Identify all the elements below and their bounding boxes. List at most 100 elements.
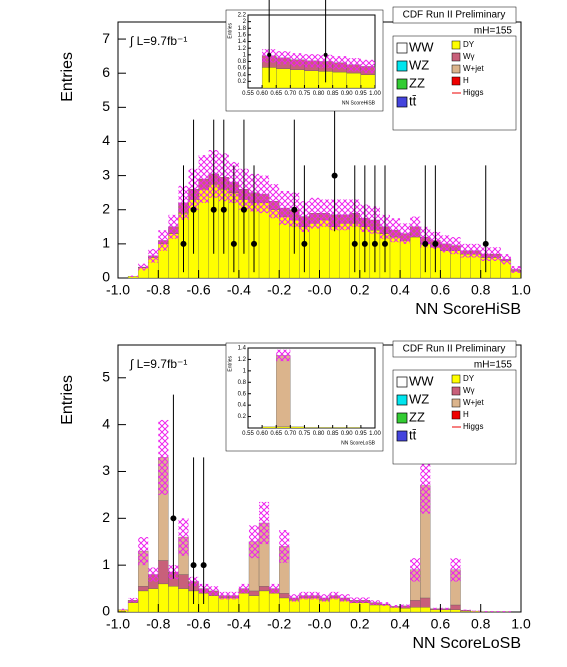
stack-segment: [309, 597, 320, 613]
x-tick-label: 0.55: [242, 431, 254, 437]
legend-swatch: [396, 96, 408, 108]
y-axis-label: Entries: [59, 375, 76, 425]
uncertainty-band: [332, 56, 347, 70]
stack-segment: [127, 602, 139, 613]
x-tick-label: 0.55: [242, 91, 254, 97]
stack-segment: [289, 600, 300, 613]
stack-segment: [329, 597, 340, 613]
uncertainty-band: [480, 611, 491, 612]
x-tick-label: 1.00: [369, 431, 381, 437]
uncertainty-band: [158, 230, 169, 251]
legend-label: ZZ: [409, 75, 425, 90]
y-tick-label: 1.4: [238, 39, 247, 45]
uncertainty-band: [276, 349, 291, 362]
legend-swatch: [451, 386, 461, 396]
uncertainty-band: [279, 190, 290, 226]
x-tick-label: 0.6: [431, 615, 451, 631]
legend-swatch: [451, 52, 461, 62]
x-tick-label: -0.4: [227, 281, 251, 297]
stack-segment: [268, 209, 280, 279]
stack-segment: [258, 202, 270, 279]
x-tick-label: 0.80: [313, 431, 325, 437]
x-tick-label: 0.70: [284, 91, 296, 97]
lumi-label: ∫ L=9.7fb⁻¹: [129, 357, 187, 371]
y-axis-label: Entries: [59, 52, 76, 102]
stack-segment: [276, 68, 291, 89]
uncertainty-band: [346, 58, 361, 72]
stack-segment: [349, 602, 360, 613]
lumi-label: ∫ L=9.7fb⁻¹: [129, 34, 187, 48]
x-tick-label: 0.75: [299, 431, 311, 437]
legend-swatch: [396, 394, 408, 406]
legend-swatch: [396, 376, 408, 388]
stack-segment: [332, 427, 347, 429]
uncertainty-band: [248, 525, 260, 559]
uncertainty-band: [440, 607, 451, 610]
data-point: [170, 515, 177, 522]
stack-segment: [440, 609, 451, 613]
title-box: [392, 340, 517, 358]
legend-label: WW: [409, 373, 434, 388]
stack-segment: [248, 595, 260, 613]
stack-segment: [450, 604, 461, 610]
x-tick-label: 0.95: [355, 431, 367, 437]
stack-segment: [248, 590, 260, 596]
uncertainty-band: [289, 594, 300, 602]
y-tick-label: 1.2: [238, 357, 247, 363]
x-axis-label: NN ScoreHiSB: [415, 301, 521, 318]
plot-frame: [247, 347, 376, 429]
uncertainty-band: [390, 218, 401, 243]
mass-label: mH=155: [474, 360, 513, 371]
y-tick-label: 0.8: [238, 380, 247, 386]
chart-title: CDF Run II Preliminary: [403, 344, 506, 355]
stack-segment: [158, 583, 169, 613]
uncertainty-band: [309, 591, 320, 600]
uncertainty-band: [279, 530, 290, 563]
uncertainty-band: [349, 597, 360, 604]
x-tick-label: 0.65: [270, 91, 282, 97]
x-tick-label: -0.8: [146, 615, 170, 631]
x-tick-label: 0.90: [341, 431, 353, 437]
stack-segment: [389, 607, 401, 613]
uncertainty-band: [269, 583, 280, 594]
stack-segment: [178, 588, 189, 613]
legend-label: WW: [409, 39, 434, 54]
x-tick-label: -0.2: [267, 615, 291, 631]
stack-segment: [276, 426, 291, 429]
uncertainty-band: [410, 216, 421, 238]
uncertainty-band: [500, 254, 511, 265]
mass-label: mH=155: [474, 26, 513, 37]
stack-segment: [379, 604, 391, 613]
uncertainty-band: [400, 604, 411, 608]
uncertainty-band: [339, 199, 350, 231]
x-tick-label: 0.85: [327, 431, 339, 437]
uncertainty-band: [128, 275, 139, 277]
legend-label: Wγ: [463, 52, 475, 61]
stack-segment: [228, 597, 240, 613]
legend-label: tt̄: [409, 93, 417, 108]
x-axis-label: NN ScoreLoSB: [341, 440, 376, 446]
data-point: [331, 172, 338, 179]
legend-label: W+jet: [463, 398, 484, 407]
x-tick-label: 0.60: [256, 91, 268, 97]
stack-segment: [258, 586, 270, 592]
uncertainty-band: [360, 59, 375, 74]
y-tick-label: 2: [102, 509, 110, 525]
legend-label: Wγ: [463, 386, 475, 395]
legend-label: Higgs: [463, 88, 483, 97]
uncertainty-band: [228, 591, 239, 600]
uncertainty-band: [269, 184, 280, 219]
uncertainty-band: [379, 602, 391, 606]
uncertainty-band: [276, 51, 291, 65]
legend-swatch: [451, 398, 461, 408]
y-tick-label: 0.2: [238, 79, 247, 85]
uncertainty-band: [450, 237, 461, 255]
x-tick-label: 0.6: [431, 281, 451, 297]
y-tick-label: 0.4: [238, 403, 247, 409]
stack-segment: [420, 597, 431, 608]
legend-label: H: [463, 76, 469, 85]
y-tick-label: 1.2: [238, 46, 247, 52]
stack-segment: [399, 240, 411, 279]
stack-segment: [460, 253, 471, 279]
y-tick-label: 3: [102, 166, 110, 182]
